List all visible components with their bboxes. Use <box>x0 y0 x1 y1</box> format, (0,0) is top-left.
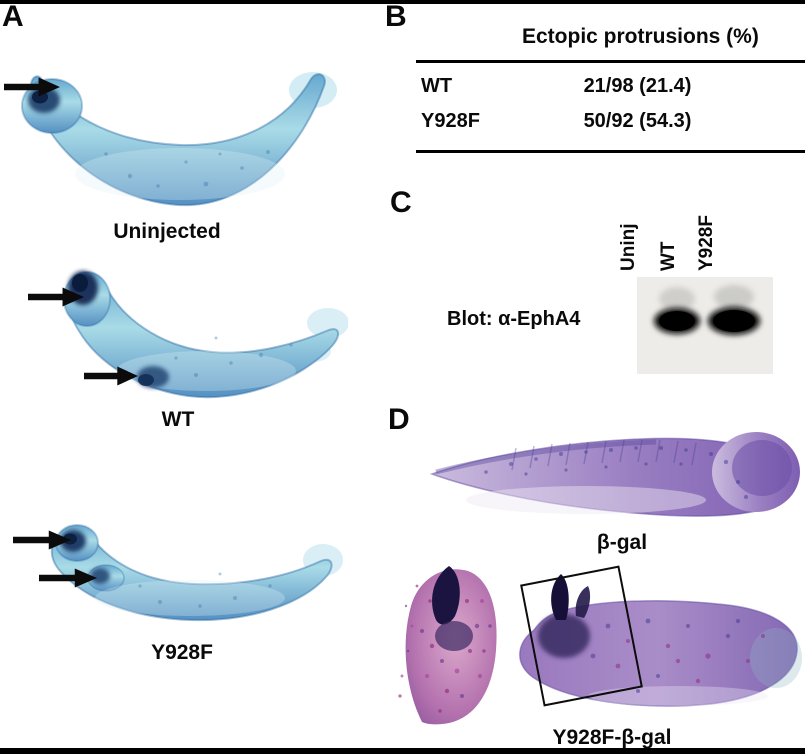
head-stain <box>538 614 590 658</box>
inset-protrusion <box>432 566 460 625</box>
stain-speckles <box>104 150 270 188</box>
caption-y928f-bgal: Y928F-β-gal <box>552 726 672 749</box>
embryo-body <box>69 276 339 399</box>
caption-y928f: Y928F <box>151 641 213 664</box>
arrow-icon <box>39 568 97 588</box>
embryo-wt-image <box>56 263 348 405</box>
panel-d-label: D <box>388 403 410 436</box>
panel-c-label: C <box>390 186 412 219</box>
embryo-body <box>50 527 333 622</box>
stain-speckles <box>174 336 293 377</box>
caption-bgal: β-gal <box>596 531 648 554</box>
stain-speckles <box>484 446 748 499</box>
dorsal-stripe <box>435 439 657 475</box>
table-row-wt-value: 21/98 (21.4) <box>583 75 692 97</box>
top-border <box>0 0 805 4</box>
table-row-y928f-condition: Y928F <box>421 110 480 132</box>
embryo-uninjected-image <box>10 34 340 216</box>
bottom-border <box>0 748 805 754</box>
embryo-y928f-image <box>30 514 344 642</box>
panel-b-label: B <box>385 0 407 33</box>
stain-speckles <box>398 584 492 713</box>
lane-label-y928f: Y928F <box>696 215 717 271</box>
table-row-y928f-value: 50/92 (54.3) <box>583 110 692 132</box>
stain-speckles <box>590 618 765 693</box>
inset-closeup-image <box>392 556 502 728</box>
table-rule-bottom <box>416 150 805 153</box>
embryo-y928f-bgal-image <box>498 566 805 724</box>
arrow-icon <box>84 366 138 386</box>
arrow-icon <box>13 530 71 550</box>
tail-fin <box>307 308 348 338</box>
embryo-bgal-image <box>426 412 805 524</box>
ectopic-protrusion <box>90 568 110 584</box>
arrow-icon <box>4 77 60 97</box>
caption-uninjected: Uninjected <box>113 220 221 243</box>
arrow-icon <box>28 287 84 307</box>
panel-a-label: A <box>2 0 24 33</box>
blot-antibody-label: Blot: α-EphA4 <box>447 308 581 330</box>
ectopic-protrusion <box>551 574 569 620</box>
caption-wt: WT <box>161 408 195 431</box>
table-row-wt-condition: WT <box>421 75 453 97</box>
stain-speckles <box>138 572 272 608</box>
lane-label-uninj: Uninj <box>618 223 639 272</box>
western-blot-image <box>637 277 773 374</box>
table-rule-top <box>416 60 805 63</box>
lane-label-wt: WT <box>658 241 679 271</box>
table-header: Ectopic protrusions (%) <box>522 25 759 48</box>
